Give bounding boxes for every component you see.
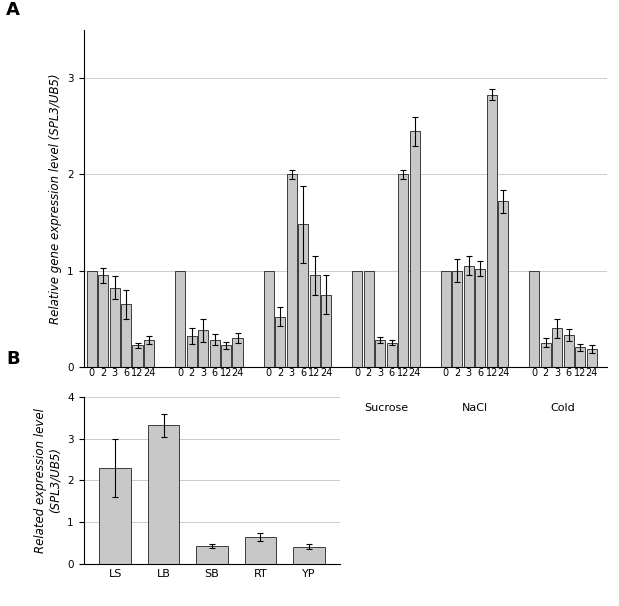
- Bar: [144, 340, 154, 367]
- Bar: [310, 275, 319, 367]
- Bar: [98, 275, 108, 367]
- Bar: [121, 304, 131, 367]
- Text: Drought: Drought: [275, 403, 320, 413]
- Bar: [198, 330, 208, 367]
- Bar: [475, 268, 485, 367]
- Bar: [293, 547, 325, 564]
- Bar: [587, 349, 597, 367]
- Bar: [410, 131, 420, 367]
- Text: ABA: ABA: [109, 403, 132, 413]
- Text: NaCl: NaCl: [461, 403, 488, 413]
- Bar: [363, 270, 374, 367]
- Bar: [209, 340, 220, 367]
- Bar: [541, 342, 551, 367]
- Text: Cold: Cold: [551, 403, 576, 413]
- Bar: [196, 546, 228, 564]
- Bar: [387, 342, 397, 367]
- Bar: [186, 336, 197, 367]
- Text: A: A: [6, 1, 20, 19]
- Text: B: B: [6, 350, 20, 368]
- Bar: [221, 345, 231, 367]
- Bar: [498, 201, 508, 367]
- Bar: [529, 270, 539, 367]
- Bar: [452, 270, 462, 367]
- Bar: [275, 317, 285, 367]
- Bar: [321, 295, 331, 367]
- Bar: [148, 425, 180, 564]
- Text: Sucrose: Sucrose: [364, 403, 408, 413]
- Bar: [487, 95, 496, 367]
- Bar: [298, 224, 308, 367]
- Bar: [110, 288, 119, 367]
- Bar: [352, 270, 362, 367]
- Bar: [552, 328, 562, 367]
- Bar: [564, 335, 574, 367]
- Bar: [175, 270, 185, 367]
- Bar: [245, 538, 276, 564]
- Bar: [375, 340, 385, 367]
- Bar: [464, 265, 474, 367]
- Bar: [398, 175, 408, 367]
- Bar: [264, 270, 274, 367]
- Bar: [233, 338, 243, 367]
- Bar: [132, 345, 142, 367]
- Bar: [287, 175, 297, 367]
- Y-axis label: Relative gene expression level (SPL3/UB5): Relative gene expression level (SPL3/UB5…: [49, 73, 62, 324]
- Bar: [575, 347, 586, 367]
- Bar: [87, 270, 97, 367]
- Y-axis label: Related expression level
(SPL3/UB5): Related expression level (SPL3/UB5): [33, 408, 62, 553]
- Bar: [441, 270, 451, 367]
- Text: SA: SA: [201, 403, 216, 413]
- Bar: [99, 468, 131, 564]
